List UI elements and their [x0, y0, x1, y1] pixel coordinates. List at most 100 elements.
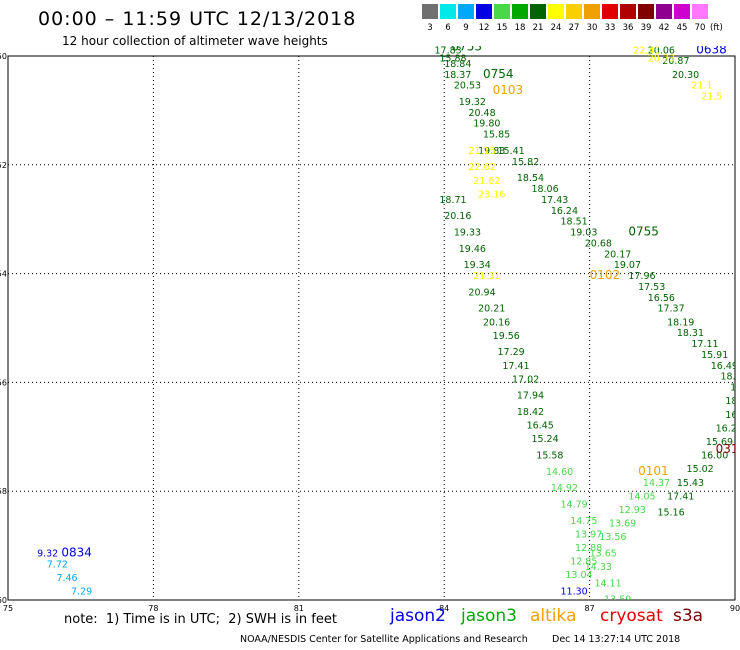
wave-height-point: 15.41	[498, 146, 525, 157]
lon-tick-label: 84	[439, 604, 449, 613]
legend-swatch-70	[692, 4, 708, 19]
wave-height-point: 18.2	[720, 372, 740, 383]
wave-height-point: 17.53	[638, 282, 665, 293]
legend-label: 24	[550, 23, 562, 33]
legend-label: 39	[640, 23, 652, 33]
wave-height-point: 19.83	[478, 146, 505, 157]
wave-height-point: 18.51	[561, 217, 588, 228]
wave-height-point: 20.73	[648, 53, 675, 64]
lon-tick-label: 87	[585, 604, 595, 613]
legend-label: 45	[676, 23, 688, 33]
pass-time-label: 0101	[638, 464, 669, 478]
legend-label: 27	[568, 23, 580, 33]
wave-height-point: 17.43	[541, 195, 568, 206]
lon-tick-label: 75	[3, 604, 13, 613]
lon-tick-label: 78	[148, 604, 158, 613]
wave-height-point: 15.58	[536, 451, 563, 462]
wave-height-point: 13.97	[575, 529, 602, 540]
wave-height-point: 20.68	[585, 238, 612, 249]
wave-height-point: 12.85	[570, 557, 597, 568]
wave-height-point: 13.69	[609, 519, 636, 530]
wave-height-point: 19.56	[493, 331, 520, 342]
legend-swatch-15	[494, 4, 510, 19]
wave-height-point: 20.48	[468, 108, 495, 119]
satellite-label-jason2: jason2	[390, 606, 446, 626]
wave-height-point: 18.06	[531, 184, 558, 195]
legend-swatch-36	[620, 4, 636, 19]
legend-swatch-30	[584, 4, 600, 19]
wave-height-point: 16.24	[551, 206, 578, 217]
legend-swatch-45	[674, 4, 690, 19]
pass-time-label: 0102	[590, 268, 621, 282]
pass-time-label: 0755	[628, 225, 659, 239]
pass-time-label: 031	[716, 442, 739, 456]
legend-label: 3	[427, 23, 433, 33]
satellite-label-altika: altika	[530, 606, 577, 626]
legend-label: 6	[445, 23, 451, 33]
lon-tick-label: 81	[294, 604, 304, 613]
legend-swatch-42	[656, 4, 672, 19]
legend-swatch-33	[602, 4, 618, 19]
wave-height-point: 16.	[725, 410, 740, 421]
wave-height-point: 21.62	[473, 176, 500, 187]
wave-height-point: 6.41	[86, 600, 107, 611]
wave-height-point: 21.1	[691, 81, 712, 92]
wave-height-point: 16.26	[716, 423, 740, 434]
wave-height-point: 14.60	[546, 467, 573, 478]
legend-swatch-18	[512, 4, 528, 19]
wave-height-point: 14.05	[628, 491, 655, 502]
legend-swatch-6	[440, 4, 456, 19]
wave-height-point: 20.87	[662, 56, 689, 67]
wave-height-point: 19.07	[614, 260, 641, 271]
wave-height-point: 13.65	[590, 548, 617, 559]
wave-height-point: 9.32	[37, 548, 58, 559]
legend-label: 9	[463, 23, 469, 33]
wave-height-point: 7.46	[56, 573, 77, 584]
legend-swatch-12	[476, 4, 492, 19]
wave-height-point: 16.49	[711, 361, 738, 372]
wave-height-point: 17.96	[628, 271, 655, 282]
lon-tick-label: 90	[730, 604, 740, 613]
wave-height-point: 20.16	[444, 211, 471, 222]
lat-tick-label: -50	[0, 52, 7, 61]
wave-height-point: 15.82	[512, 157, 539, 168]
legend-swatch-27	[566, 4, 582, 19]
wave-height-point: 17.94	[517, 391, 544, 402]
generation-timestamp: Dec 14 13:27:14 UTC 2018	[552, 634, 681, 645]
wave-height-point: 15.91	[701, 350, 728, 361]
wave-height-point: 15.24	[531, 434, 558, 445]
wave-height-point: 14.33	[585, 562, 612, 573]
map-title: 00:00 – 11:59 UTC 12/13/2018	[38, 8, 357, 30]
wave-height-point: 17.41	[502, 361, 529, 372]
map-subtitle: 12 hour collection of altimeter wave hei…	[62, 34, 328, 48]
wave-height-point: 19.33	[454, 228, 481, 239]
wave-height-point: 14.11	[594, 578, 621, 589]
wave-height-point: 18.31	[677, 328, 704, 339]
lat-tick-label: -56	[0, 378, 7, 387]
legend-label: 30	[586, 23, 598, 33]
pass-time-label: 0834	[61, 545, 92, 559]
wave-height-point: 15.43	[677, 478, 704, 489]
wave-height-point: 12.93	[619, 505, 646, 516]
footer-note: note: 1) Time is in UTC; 2) SWH is in fe…	[64, 612, 337, 627]
wave-height-point: 19.32	[459, 97, 486, 108]
wave-height-point: 20.21	[478, 304, 505, 315]
data-layer: 17.8315.8818.8418.3720.5319.3220.4819.80…	[37, 45, 740, 611]
wave-height-point: 15.02	[687, 464, 714, 475]
satellite-label-cryosat: cryosat	[600, 606, 663, 626]
wave-height-point: 15.16	[657, 508, 684, 519]
wave-height-point: 18.84	[444, 59, 471, 70]
wave-height-point: 22.41	[633, 45, 660, 56]
wave-height-point: 14.92	[551, 483, 578, 494]
wave-height-point: 15.69	[706, 437, 733, 448]
wave-height-point: 20.30	[672, 70, 699, 81]
legend-swatch-39	[638, 4, 654, 19]
wave-height-point: 17.83	[435, 45, 462, 56]
legend-label: 36	[622, 23, 634, 33]
wave-height-point: 17.11	[691, 339, 718, 350]
wave-height-point: 17.02	[512, 374, 539, 385]
wave-height-point: 16.00	[701, 451, 728, 462]
wave-height-point: 20.53	[454, 81, 481, 92]
wave-height-point: 13.56	[599, 532, 626, 543]
